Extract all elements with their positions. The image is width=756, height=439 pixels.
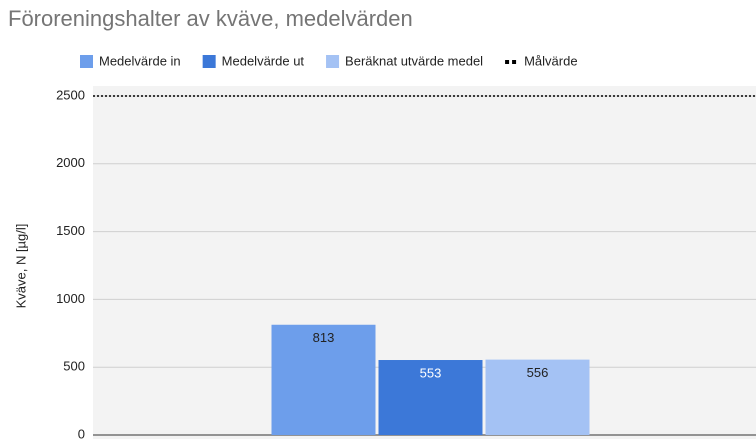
legend-label: Beräknat utvärde medel (345, 53, 483, 68)
y-tick-label: 2500 (56, 87, 85, 102)
legend-marker (512, 60, 517, 64)
legend-marker (202, 55, 216, 68)
legend-label: Medelvärde ut (222, 53, 305, 68)
legend-marker (80, 55, 93, 68)
value-label: 813 (313, 330, 335, 345)
bar (485, 359, 590, 435)
value-label: 556 (527, 365, 549, 380)
legend-label: Målvärde (524, 53, 577, 68)
y-tick-label: 1500 (56, 223, 85, 238)
value-label: 553 (420, 365, 442, 380)
chart-title: Föroreningshalter av kväve, medelvärden (8, 6, 413, 31)
legend-marker (505, 60, 510, 64)
y-tick-label: 1000 (56, 291, 85, 306)
bar (271, 324, 376, 435)
bar (378, 360, 483, 435)
y-tick-label: 500 (63, 359, 85, 374)
legend-marker (326, 55, 340, 68)
legend-label: Medelvärde in (99, 53, 181, 68)
y-axis-label: Kväve, N [µg/l] (13, 224, 28, 309)
y-tick-label: 0 (78, 426, 85, 439)
y-tick-label: 2000 (56, 155, 85, 170)
